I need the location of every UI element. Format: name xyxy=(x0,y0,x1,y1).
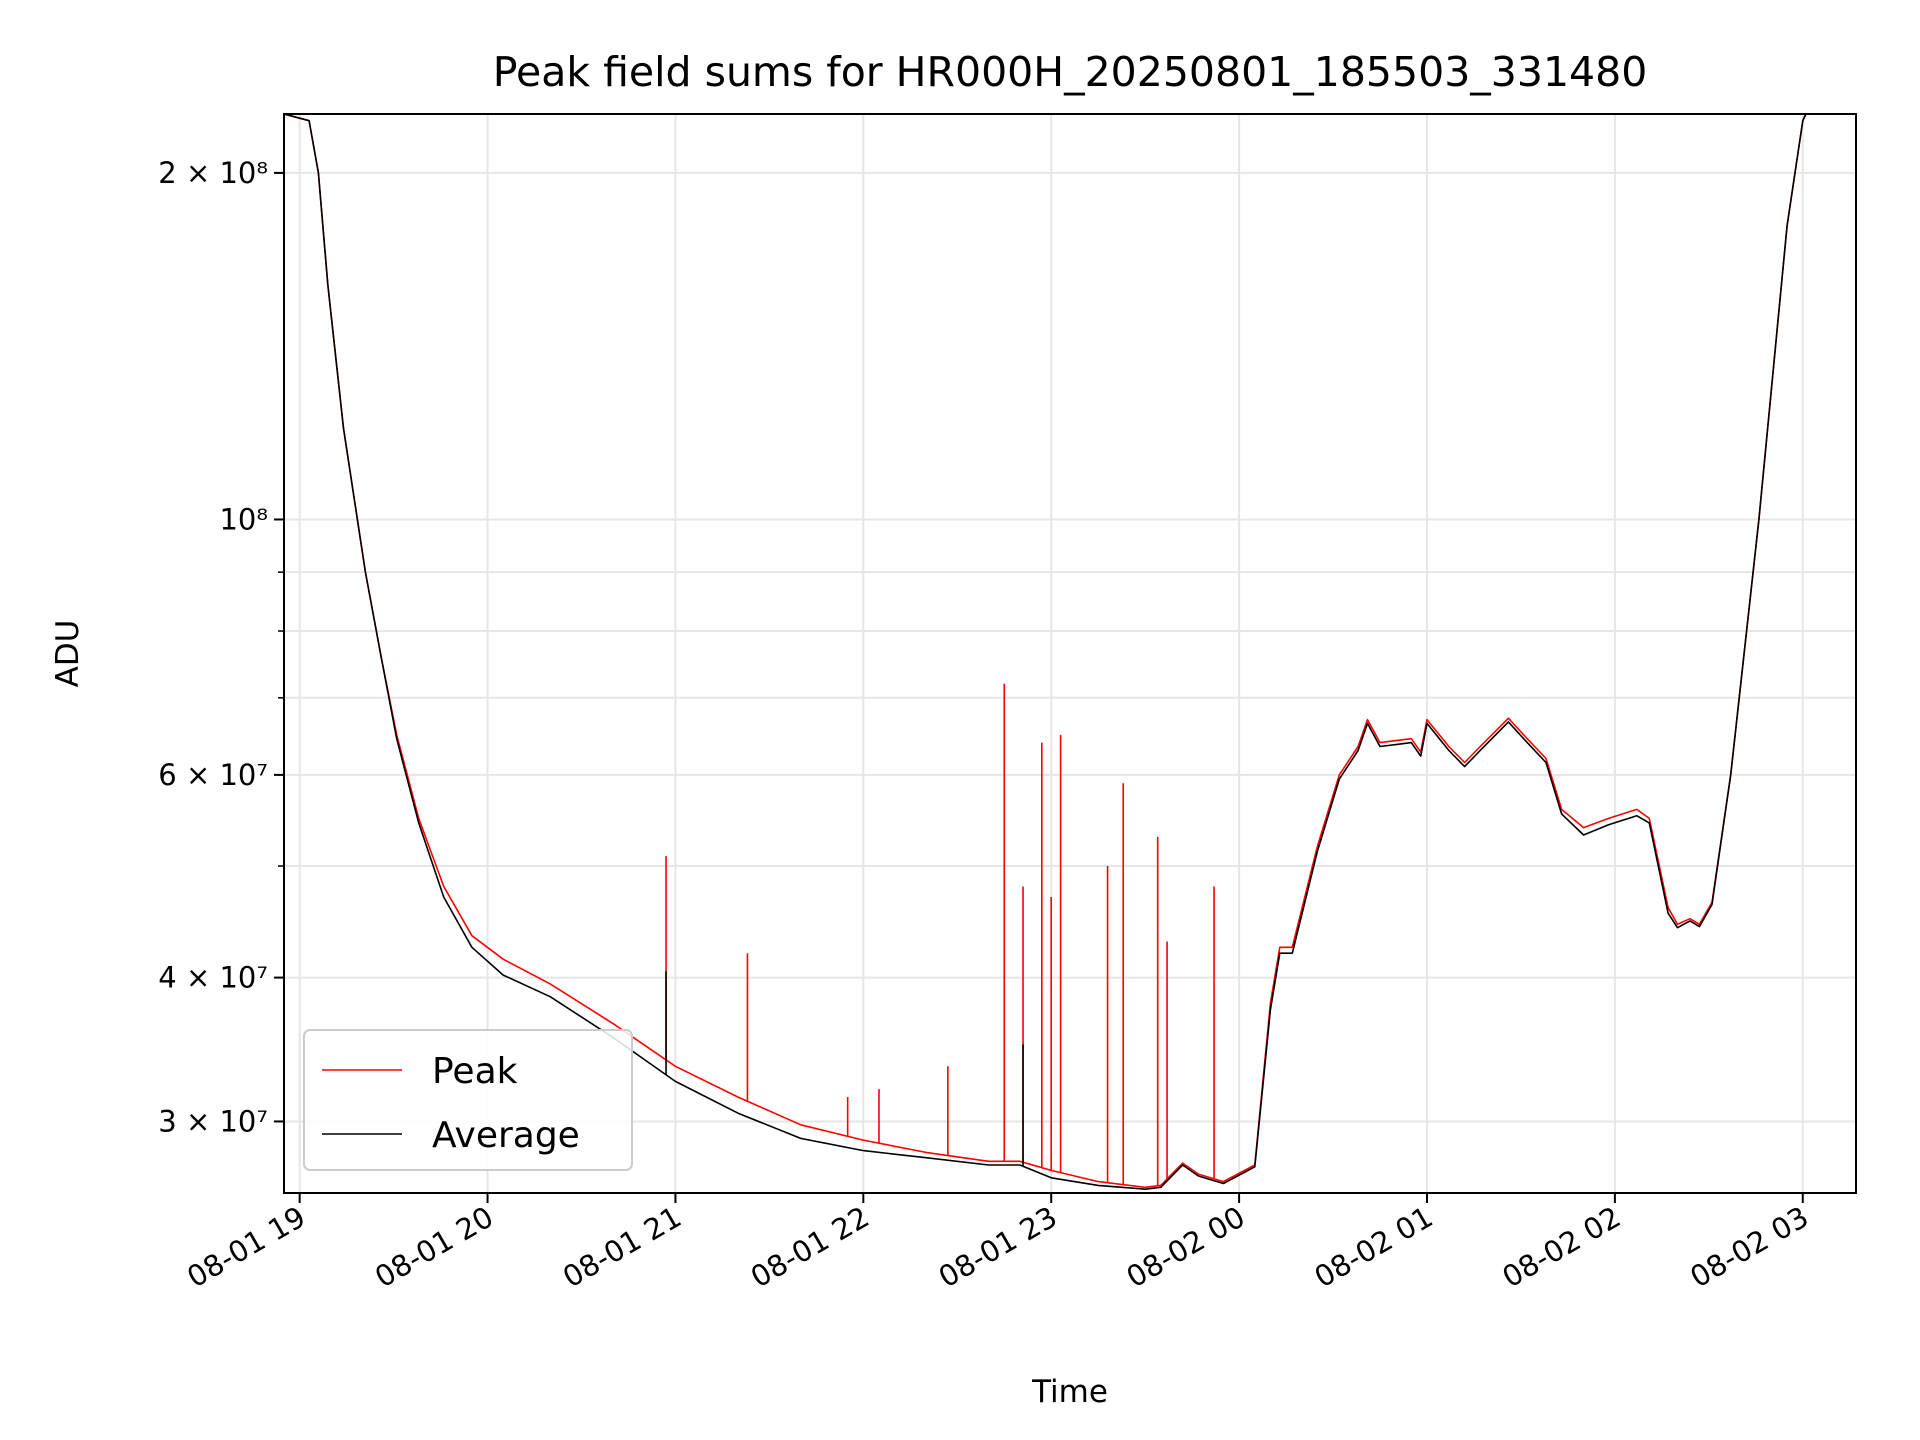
series-average xyxy=(284,114,1807,1190)
y-axis-title: ADU xyxy=(50,620,86,688)
y-tick-label: 4 × 10⁷ xyxy=(158,961,268,995)
series-layer xyxy=(284,114,1807,1190)
legend-label-peak: Peak xyxy=(432,1051,518,1092)
grid xyxy=(284,114,1856,1193)
chart-title: Peak field sums for HR000H_20250801_1855… xyxy=(493,48,1648,96)
legend-box xyxy=(303,1029,633,1171)
series-peak xyxy=(284,114,1807,1189)
legend: Peak Average xyxy=(303,1029,633,1171)
y-tick-label: 3 × 10⁷ xyxy=(158,1104,268,1138)
y-tick-label: 6 × 10⁷ xyxy=(158,758,268,792)
y-tick-label: 10⁸ xyxy=(219,502,268,536)
x-axis-title: Time xyxy=(1031,1374,1108,1410)
series-line-peak xyxy=(284,114,1807,1189)
y-tick-label: 2 × 10⁸ xyxy=(158,156,268,190)
legend-label-average: Average xyxy=(432,1115,580,1156)
series-line-average xyxy=(284,114,1807,1190)
plot-frame xyxy=(283,113,1857,1194)
